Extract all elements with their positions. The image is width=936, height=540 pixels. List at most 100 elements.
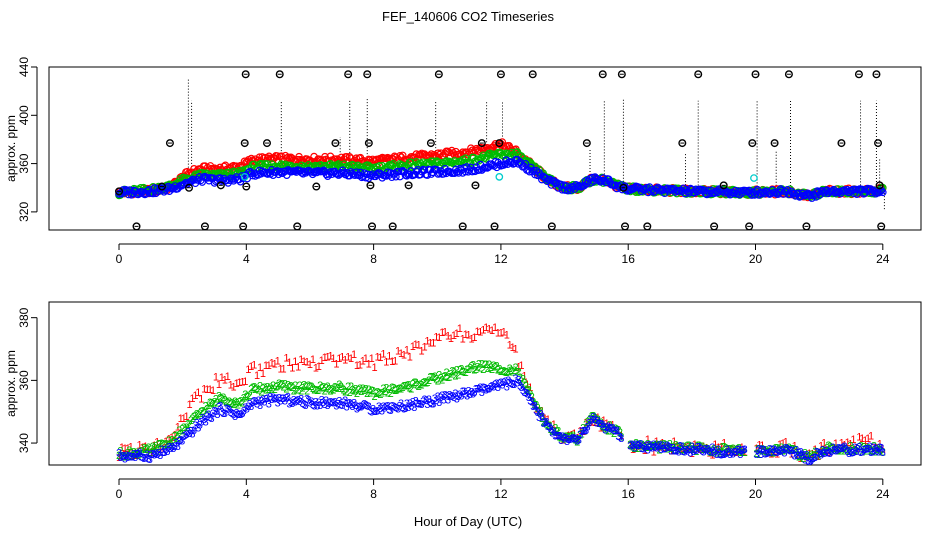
series-3-point: 3 bbox=[185, 427, 191, 439]
series-3-point: 3 bbox=[289, 398, 295, 410]
series-1-point: 1 bbox=[803, 452, 809, 464]
series-3-point: 3 bbox=[646, 440, 652, 452]
series-2-point: 2 bbox=[429, 372, 435, 384]
series-2-point: 2 bbox=[366, 384, 372, 396]
series-3-point: 3 bbox=[232, 411, 238, 423]
y-tick-label: 360 bbox=[17, 370, 31, 390]
series-1-point: 1 bbox=[607, 420, 613, 432]
series-2-point: 2 bbox=[849, 444, 855, 456]
black-point bbox=[344, 70, 353, 79]
series-2-point: 2 bbox=[220, 392, 226, 404]
series-3-point: 3 bbox=[558, 435, 564, 447]
series-1-point: 1 bbox=[298, 354, 304, 366]
series-3-point: 3 bbox=[599, 419, 605, 431]
series-3-point: 3 bbox=[270, 392, 276, 404]
series-3-point: 3 bbox=[501, 377, 507, 389]
series-1-point: 1 bbox=[186, 399, 192, 411]
series-1-point: 1 bbox=[706, 447, 712, 459]
series-2-point: 2 bbox=[385, 387, 391, 399]
series-3-point: 3 bbox=[116, 448, 122, 460]
series-3-point: 3 bbox=[176, 436, 182, 448]
series-1-point: 1 bbox=[404, 344, 410, 356]
series-1-point: 1 bbox=[327, 350, 333, 362]
series-2-point: 2 bbox=[683, 443, 689, 455]
series-2-point: 2 bbox=[695, 440, 701, 452]
series-3-point: 3 bbox=[589, 415, 595, 427]
series-3-point: 3 bbox=[609, 422, 615, 434]
series-2-point: 2 bbox=[806, 451, 812, 463]
series-3-point: 3 bbox=[416, 398, 422, 410]
series-1-point: 1 bbox=[592, 417, 598, 429]
series-2-point: 2 bbox=[332, 381, 338, 393]
cyan-point bbox=[750, 174, 758, 182]
series-3-point: 3 bbox=[483, 384, 489, 396]
series-3-point: 3 bbox=[865, 443, 871, 455]
series-2-point: 2 bbox=[122, 452, 128, 464]
series-3-point: 3 bbox=[844, 446, 850, 458]
series-3-point: 3 bbox=[817, 448, 823, 460]
series-3-point: 3 bbox=[319, 395, 325, 407]
series-2-point: 2 bbox=[355, 384, 361, 396]
series-3-point: 3 bbox=[846, 448, 852, 460]
series-2-point: 2 bbox=[711, 443, 717, 455]
series-1-point: 1 bbox=[233, 378, 239, 390]
series-2-point: 2 bbox=[783, 444, 789, 456]
series-1-point: 1 bbox=[662, 442, 668, 454]
black-point bbox=[275, 70, 284, 79]
series-2-point: 2 bbox=[166, 435, 172, 447]
series-3-point: 3 bbox=[131, 449, 137, 461]
series-2-point: 2 bbox=[784, 443, 790, 455]
x-tick-label: 16 bbox=[622, 252, 636, 266]
series-3-point: 3 bbox=[573, 433, 579, 445]
series-3-point: 3 bbox=[471, 387, 477, 399]
series-3-point: 3 bbox=[330, 398, 336, 410]
series-1-point: 1 bbox=[175, 421, 181, 433]
series-3-point: 3 bbox=[680, 446, 686, 458]
series-1-point: 1 bbox=[536, 405, 542, 417]
series-3-point: 3 bbox=[759, 444, 765, 456]
series-3-point: 3 bbox=[690, 446, 696, 458]
series-2-point: 2 bbox=[123, 451, 129, 463]
series-1-point: 1 bbox=[739, 442, 745, 454]
series-2-point: 2 bbox=[618, 432, 624, 444]
series-2-point: 2 bbox=[194, 409, 200, 421]
series-2-point: 2 bbox=[430, 372, 436, 384]
series-3-point: 3 bbox=[308, 396, 314, 408]
series-2-point: 2 bbox=[358, 386, 364, 398]
series-2-point: 2 bbox=[466, 364, 472, 376]
series-3-point: 3 bbox=[679, 441, 685, 453]
series-3-point: 3 bbox=[877, 442, 883, 454]
series-3-point: 3 bbox=[244, 404, 250, 416]
series-1-point: 1 bbox=[410, 341, 416, 353]
series-3-point: 3 bbox=[238, 409, 244, 421]
series-2-point: 2 bbox=[360, 383, 366, 395]
series-1-point: 1 bbox=[786, 445, 792, 457]
series-2-point: 2 bbox=[148, 444, 154, 456]
series-2-point: 2 bbox=[408, 383, 414, 395]
series-2-point: 2 bbox=[659, 440, 665, 452]
series-2-point: 2 bbox=[651, 441, 657, 453]
series-2-point: 2 bbox=[524, 385, 530, 397]
green-point bbox=[214, 169, 223, 177]
series-1-point: 1 bbox=[583, 417, 589, 429]
series-2-point: 2 bbox=[687, 443, 693, 455]
red-point bbox=[396, 151, 404, 160]
series-3-point: 3 bbox=[338, 400, 344, 412]
series-2-point: 2 bbox=[486, 359, 492, 371]
series-2-point: 2 bbox=[705, 444, 711, 456]
series-2-point: 2 bbox=[317, 380, 323, 392]
series-1-point: 1 bbox=[122, 443, 128, 455]
series-2-point: 2 bbox=[530, 396, 536, 408]
series-3-point: 3 bbox=[671, 446, 677, 458]
series-2-point: 2 bbox=[573, 435, 579, 447]
series-3-point: 3 bbox=[461, 386, 467, 398]
series-2-point: 2 bbox=[235, 400, 241, 412]
blue-point bbox=[363, 170, 372, 179]
series-1-point: 1 bbox=[856, 432, 862, 444]
series-1-point: 1 bbox=[568, 430, 574, 442]
series-3-point: 3 bbox=[714, 449, 720, 461]
series-2-point: 2 bbox=[173, 430, 179, 442]
series-3-point: 3 bbox=[151, 450, 157, 462]
series-2-point: 2 bbox=[768, 444, 774, 456]
series-3-point: 3 bbox=[555, 431, 561, 443]
